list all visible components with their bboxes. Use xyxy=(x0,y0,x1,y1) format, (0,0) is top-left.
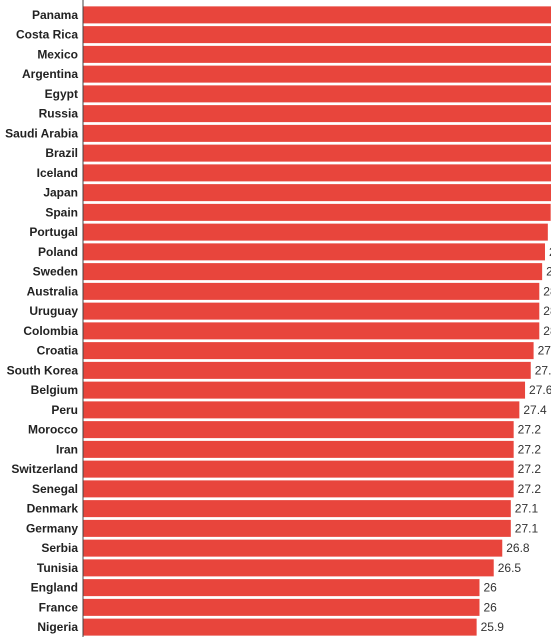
bar-croatia xyxy=(83,342,534,360)
category-label: Poland xyxy=(38,245,78,259)
category-label: Nigeria xyxy=(37,620,78,634)
value-label: 25.9 xyxy=(481,620,505,634)
value-label: 28.1 xyxy=(543,284,551,298)
bar-colombia xyxy=(83,322,540,340)
value-label: 28.3 xyxy=(549,245,551,259)
bar-serbia xyxy=(83,539,503,557)
value-label: 27.1 xyxy=(515,521,539,535)
category-label: Uruguay xyxy=(29,304,78,318)
bar-egypt xyxy=(83,85,551,103)
bar-morocco xyxy=(83,421,514,439)
value-label: 27.2 xyxy=(518,423,542,437)
bar-tunisia xyxy=(83,559,494,577)
bar-japan xyxy=(83,184,551,202)
category-label: Serbia xyxy=(41,541,78,555)
bar-senegal xyxy=(83,480,514,498)
value-label: 27.8 xyxy=(535,363,551,377)
category-label: France xyxy=(39,600,79,614)
bar-portugal xyxy=(83,223,548,241)
bar-sweden xyxy=(83,263,543,281)
value-label: 27.9 xyxy=(538,344,551,358)
category-label: Portugal xyxy=(29,225,78,239)
bar-argentina xyxy=(83,65,551,83)
value-label: 27.2 xyxy=(518,482,542,496)
category-label: Panama xyxy=(32,8,78,22)
bar-panama xyxy=(83,6,551,24)
category-label: Belgium xyxy=(31,383,78,397)
value-label: 28.1 xyxy=(543,324,551,338)
bars-group xyxy=(83,6,551,636)
bar-switzerland xyxy=(83,460,514,478)
category-label: Peru xyxy=(51,403,78,417)
value-labels: 29.629.629.429.32928.828.728.628.628.628… xyxy=(481,245,551,634)
value-label: 26 xyxy=(483,581,497,595)
bar-russia xyxy=(83,105,551,123)
category-label: Japan xyxy=(43,186,78,200)
category-label: Mexico xyxy=(37,47,78,61)
value-label: 28.2 xyxy=(546,265,551,279)
value-label: 27.4 xyxy=(523,403,547,417)
bar-peru xyxy=(83,401,520,419)
bar-brazil xyxy=(83,144,551,162)
value-label: 26.8 xyxy=(506,541,530,555)
value-label: 27.2 xyxy=(518,462,542,476)
value-label: 27.1 xyxy=(515,502,539,516)
bar-south-korea xyxy=(83,361,531,379)
value-label: 27.2 xyxy=(518,442,542,456)
value-label: 28.1 xyxy=(543,304,551,318)
bar-mexico xyxy=(83,45,551,63)
category-label: Switzerland xyxy=(11,462,78,476)
category-label: Saudi Arabia xyxy=(5,126,78,140)
value-label: 26.5 xyxy=(498,561,522,575)
category-label: Russia xyxy=(39,107,79,121)
bar-saudi-arabia xyxy=(83,124,551,142)
category-label: Denmark xyxy=(27,502,79,516)
category-label: Colombia xyxy=(23,324,78,338)
category-label: Morocco xyxy=(28,423,78,437)
value-label: 26 xyxy=(483,600,497,614)
category-label: Tunisia xyxy=(37,561,78,575)
category-label: Spain xyxy=(45,205,78,219)
category-label: Sweden xyxy=(33,265,78,279)
category-label: Costa Rica xyxy=(16,28,78,42)
bar-iceland xyxy=(83,164,551,182)
category-labels: Panama Costa Rica Mexico Argentina Egypt Russ… xyxy=(5,8,78,634)
category-label: Germany xyxy=(26,521,78,535)
category-label: Brazil xyxy=(45,146,78,160)
bar-france xyxy=(83,598,480,616)
bar-australia xyxy=(83,282,540,300)
bar-nigeria xyxy=(83,618,477,636)
category-label: Argentina xyxy=(22,67,78,81)
bar-uruguay xyxy=(83,302,540,320)
bar-denmark xyxy=(83,500,511,518)
category-label: Australia xyxy=(27,284,79,298)
category-label: England xyxy=(31,581,78,595)
category-label: Iran xyxy=(56,442,78,456)
category-label: Senegal xyxy=(32,482,78,496)
bar-poland xyxy=(83,243,545,261)
bar-spain xyxy=(83,203,551,221)
category-label: South Korea xyxy=(7,363,79,377)
value-label: 27.6 xyxy=(529,383,551,397)
bar-germany xyxy=(83,519,511,537)
category-label: Iceland xyxy=(37,166,78,180)
category-label: Egypt xyxy=(45,87,78,101)
bar-england xyxy=(83,579,480,597)
bar-belgium xyxy=(83,381,526,399)
category-label: Croatia xyxy=(37,344,79,358)
bar-costa-rica xyxy=(83,26,551,44)
bar-iran xyxy=(83,440,514,458)
